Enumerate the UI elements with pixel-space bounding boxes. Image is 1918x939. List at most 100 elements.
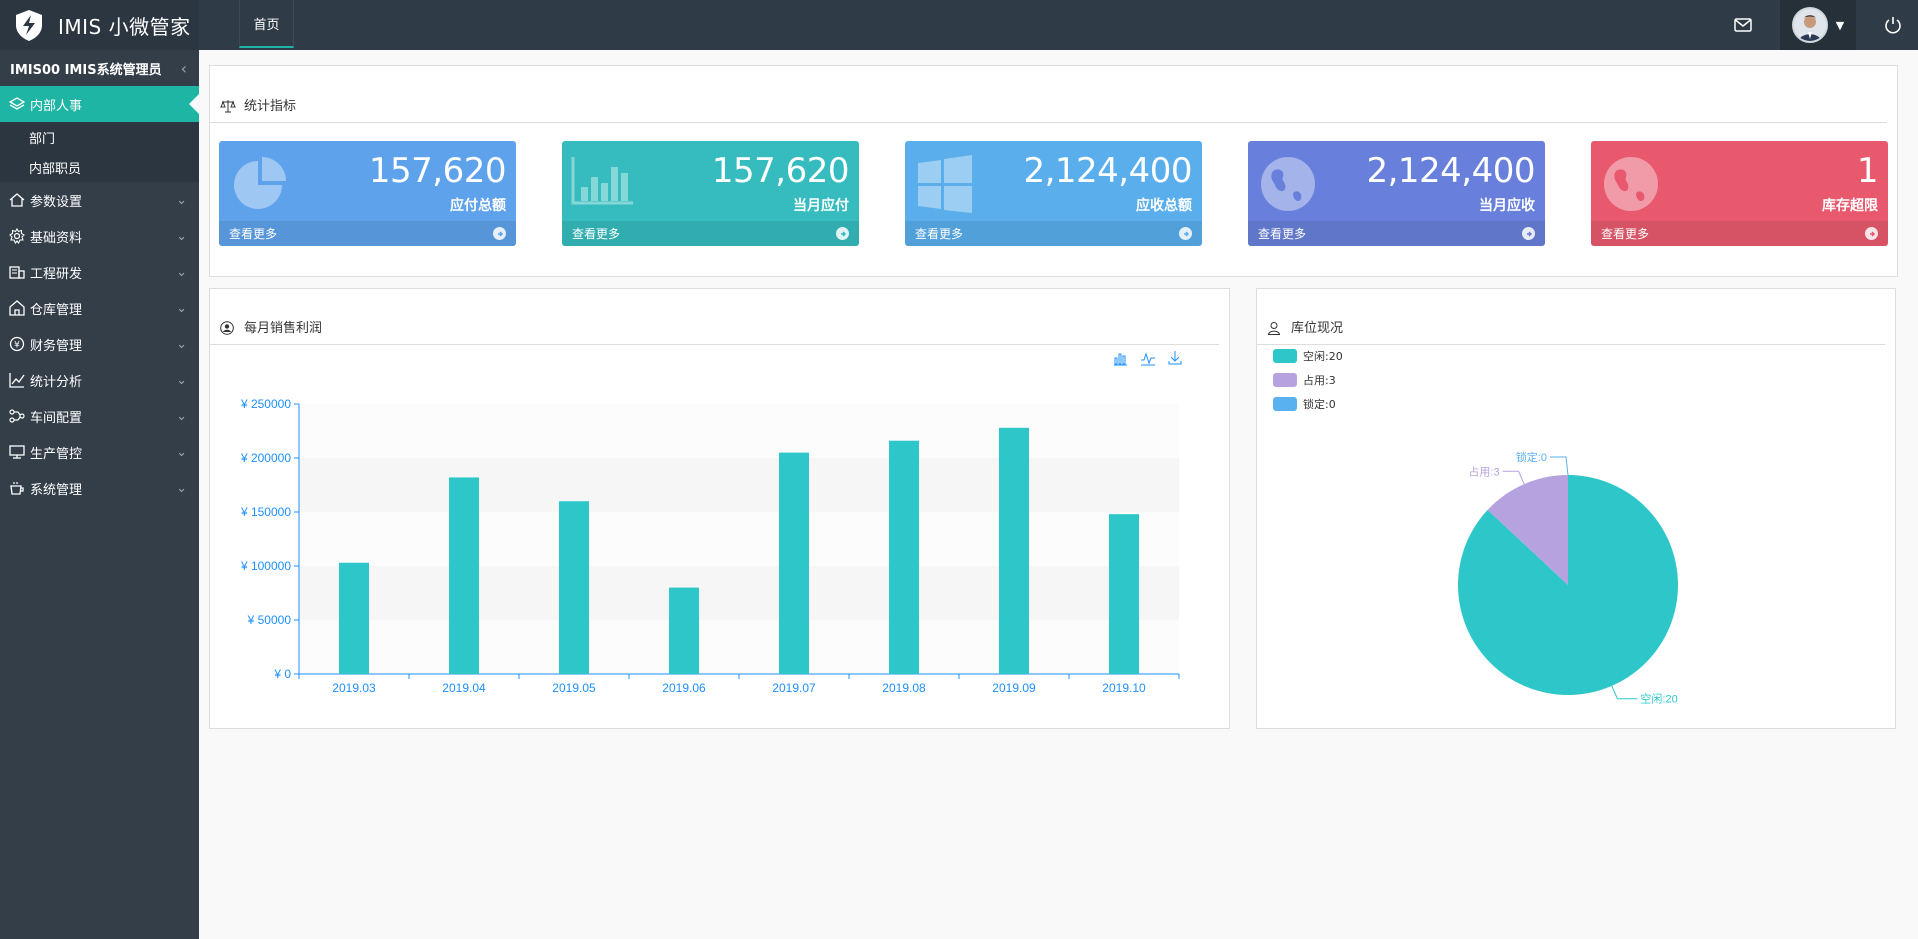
stats-panel-header: 统计指标: [210, 66, 1887, 123]
stat-label: 库存超限: [1822, 198, 1878, 214]
line-chart-toggle-icon[interactable]: [1140, 350, 1156, 366]
sidebar-item-basic-data[interactable]: 基础资料 ⌄: [0, 218, 199, 254]
mail-icon: [1734, 18, 1752, 32]
sidebar-header: IMIS00 IMIS系统管理员 ‹: [0, 50, 199, 86]
chart-band: [299, 566, 1179, 620]
sidebar-item-label: 生产管控: [30, 446, 83, 462]
view-more-link[interactable]: 查看更多: [1591, 221, 1888, 246]
scale-icon: [220, 98, 236, 114]
chevron-down-icon: ⌄: [176, 408, 187, 424]
arrow-right-icon: [1522, 227, 1535, 240]
pie-slice-label: 空闲:20: [1640, 692, 1677, 706]
current-user: IMIS00 IMIS系统管理员: [10, 62, 162, 78]
bar-chart-toggle-icon[interactable]: [1112, 350, 1128, 366]
sidebar-subitem-department[interactable]: 部门: [29, 131, 56, 147]
sales-panel-title: 每月销售利润: [244, 321, 323, 336]
legend-item-occupied[interactable]: 占用:3: [1273, 372, 1336, 388]
brand[interactable]: IMIS 小微管家: [0, 0, 199, 50]
arrow-right-icon: [493, 227, 506, 240]
sidebar-item-engineering[interactable]: 工程研发 ⌄: [0, 254, 199, 290]
sidebar-item-label: 基础资料: [30, 230, 83, 246]
warehouse-icon: [8, 299, 26, 317]
legend-swatch: [1273, 397, 1297, 411]
legend-label: 占用:3: [1303, 374, 1336, 387]
view-more-link[interactable]: 查看更多: [905, 221, 1202, 246]
sidebar-item-label: 系统管理: [30, 482, 83, 498]
view-more-link[interactable]: 查看更多: [219, 221, 516, 246]
stat-label: 应付总额: [450, 198, 506, 214]
y-tick-label: ¥ 200000: [240, 451, 291, 465]
storage-panel-title: 库位现况: [1291, 321, 1344, 336]
sidebar-item-label: 财务管理: [30, 338, 83, 354]
sidebar-item-parameters[interactable]: 参数设置 ⌄: [0, 182, 199, 218]
bar: [1109, 514, 1139, 674]
chevron-down-icon: ⌄: [176, 336, 187, 352]
sidebar-item-label: 工程研发: [30, 266, 83, 282]
view-more-link[interactable]: 查看更多: [562, 221, 859, 246]
tab-home[interactable]: 首页: [239, 0, 294, 48]
legend-swatch: [1273, 373, 1297, 387]
chevron-down-icon: ⌄: [176, 264, 187, 280]
pie-leader-line: [1550, 456, 1569, 476]
collapse-sidebar-icon[interactable]: ‹: [180, 58, 187, 78]
avatar: [1791, 7, 1828, 43]
sales-panel-header: 每月销售利润: [210, 289, 1219, 345]
sidebar-item-statistics[interactable]: 统计分析 ⌄: [0, 362, 199, 398]
x-tick-label: 2019.08: [882, 681, 926, 695]
sidebar-item-workshop[interactable]: 车间配置 ⌄: [0, 398, 199, 434]
legend-label: 空闲:20: [1303, 350, 1343, 363]
legend-item-idle[interactable]: 空闲:20: [1273, 348, 1343, 364]
power-icon: [1885, 17, 1901, 34]
view-more-label: 查看更多: [1258, 227, 1307, 241]
logout-button[interactable]: [1868, 0, 1918, 50]
gear-icon: [8, 227, 26, 245]
sidebar-item-personnel[interactable]: 内部人事: [0, 86, 199, 122]
legend-label: 锁定:0: [1303, 398, 1336, 411]
bar: [779, 452, 809, 674]
stat-value: 2,124,400: [1023, 151, 1192, 191]
globe-icon: [1261, 157, 1315, 211]
chevron-down-icon: ▼: [1835, 18, 1845, 32]
y-tick-label: ¥ 150000: [240, 505, 291, 519]
engineering-icon: [8, 263, 26, 281]
chart-band: [299, 512, 1179, 566]
chart-band: [299, 458, 1179, 512]
legend-item-locked[interactable]: 锁定:0: [1273, 396, 1336, 412]
x-tick-label: 2019.07: [772, 681, 816, 695]
download-icon[interactable]: [1167, 350, 1183, 366]
sidebar-item-warehouse[interactable]: 仓库管理 ⌄: [0, 290, 199, 326]
user-menu[interactable]: ▼: [1780, 0, 1856, 50]
bar: [669, 587, 699, 674]
mail-button[interactable]: [1718, 0, 1768, 50]
stat-label: 当月应付: [793, 198, 849, 214]
shield-logo-icon: [16, 10, 42, 41]
sidebar-item-system[interactable]: 系统管理 ⌄: [0, 470, 199, 506]
bar: [889, 440, 919, 674]
pie-chart-icon: [234, 157, 286, 209]
chevron-down-icon: ⌄: [176, 372, 187, 388]
stat-card-receivable-total[interactable]: 2,124,400 应收总额 查看更多: [905, 141, 1202, 246]
view-more-link[interactable]: 查看更多: [1248, 221, 1545, 246]
sidebar-subitem-staff[interactable]: 内部职员: [29, 161, 82, 177]
x-tick-label: 2019.09: [992, 681, 1036, 695]
chevron-down-icon: ⌄: [176, 228, 187, 244]
stat-value: 157,620: [368, 151, 507, 191]
legend-swatch: [1273, 349, 1297, 363]
storage-panel-header: 库位现况: [1257, 289, 1885, 345]
y-tick-label: ¥ 250000: [240, 397, 291, 411]
pie-leader-line: [1502, 470, 1525, 485]
stat-card-payable-month[interactable]: 157,620 当月应付 查看更多: [562, 141, 859, 246]
chevron-down-icon: ⌄: [176, 444, 187, 460]
stat-label: 应收总额: [1136, 198, 1192, 214]
stat-card-stock-overlimit[interactable]: 1 库存超限 查看更多: [1591, 141, 1888, 246]
x-tick-label: 2019.03: [332, 681, 376, 695]
sidebar-item-finance[interactable]: ¥ 财务管理 ⌄: [0, 326, 199, 362]
user-outline-icon: [1267, 320, 1283, 336]
stat-card-payable-total[interactable]: 157,620 应付总额 查看更多: [219, 141, 516, 246]
arrow-right-icon: [1865, 227, 1878, 240]
sidebar-item-production[interactable]: 生产管控 ⌄: [0, 434, 199, 470]
svg-text:¥: ¥: [14, 341, 20, 351]
stat-card-receivable-month[interactable]: 2,124,400 当月应收 查看更多: [1248, 141, 1545, 246]
monitor-icon: [8, 443, 26, 461]
arrow-right-icon: [836, 227, 849, 240]
